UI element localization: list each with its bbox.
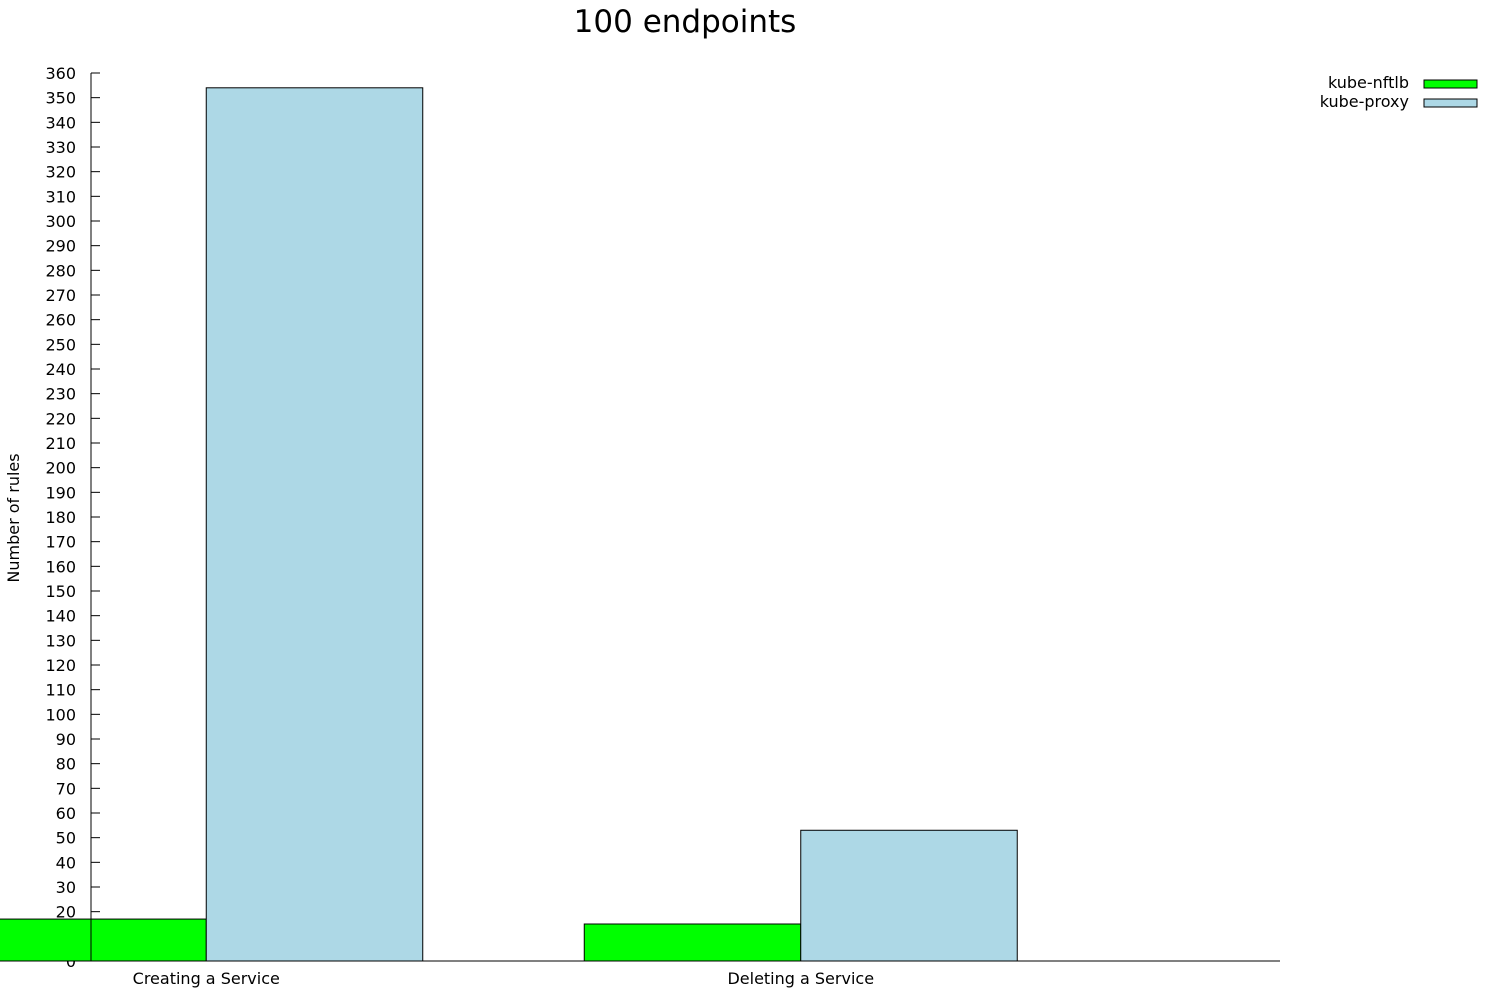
- y-tick-label: 120: [45, 656, 76, 675]
- y-tick-label: 320: [45, 163, 76, 182]
- y-tick-label: 310: [45, 187, 76, 206]
- y-tick-label: 270: [45, 286, 76, 305]
- y-tick-label: 90: [56, 730, 76, 749]
- y-tick-label: 300: [45, 212, 76, 231]
- y-tick-label: 180: [45, 508, 76, 527]
- y-tick-label: 230: [45, 385, 76, 404]
- y-tick-label: 140: [45, 607, 76, 626]
- y-tick-label: 190: [45, 483, 76, 502]
- bars: [0, 87, 1018, 962]
- bar-kube-proxy: [800, 829, 1018, 962]
- y-tick-label: 20: [56, 903, 76, 922]
- bar-kube-nftlb: [0, 918, 207, 962]
- y-tick-label: 170: [45, 533, 76, 552]
- y-axis-ticks: 0102030405060708090100110120130140150160…: [45, 64, 100, 971]
- y-tick-label: 260: [45, 311, 76, 330]
- y-tick-label: 350: [45, 89, 76, 108]
- bar-kube-proxy: [205, 87, 424, 962]
- legend-swatch: [1423, 79, 1478, 89]
- y-tick-label: 290: [45, 237, 76, 256]
- y-tick-label: 160: [45, 557, 76, 576]
- legend-label: kube-proxy: [1320, 92, 1409, 111]
- y-tick-label: 40: [56, 853, 76, 872]
- y-axis-label: Number of rules: [4, 453, 23, 582]
- y-tick-label: 80: [56, 755, 76, 774]
- y-tick-label: 100: [45, 705, 76, 724]
- y-tick-label: 280: [45, 261, 76, 280]
- y-tick-label: 360: [45, 64, 76, 83]
- x-category-label: Deleting a Service: [727, 969, 874, 988]
- legend-label: kube-nftlb: [1328, 73, 1409, 92]
- y-tick-label: 200: [45, 459, 76, 478]
- legend-swatch: [1423, 98, 1478, 108]
- y-tick-label: 110: [45, 681, 76, 700]
- chart-title: 100 endpoints: [574, 4, 797, 40]
- y-tick-label: 340: [45, 113, 76, 132]
- x-category-label: Creating a Service: [133, 969, 280, 988]
- y-tick-label: 240: [45, 360, 76, 379]
- x-axis-labels: Creating a Service Deleting a Service: [133, 969, 874, 988]
- y-tick-label: 130: [45, 631, 76, 650]
- y-tick-label: 60: [56, 804, 76, 823]
- y-tick-label: 30: [56, 878, 76, 897]
- bar-kube-nftlb: [583, 923, 802, 962]
- y-tick-label: 0: [66, 952, 76, 971]
- y-tick-label: 70: [56, 779, 76, 798]
- y-tick-label: 250: [45, 335, 76, 354]
- y-tick-label: 50: [56, 829, 76, 848]
- y-tick-label: 210: [45, 434, 76, 453]
- y-tick-label: 150: [45, 582, 76, 601]
- axis-frame: [90, 73, 1280, 962]
- y-tick-label: 330: [45, 138, 76, 157]
- y-tick-label: 220: [45, 409, 76, 428]
